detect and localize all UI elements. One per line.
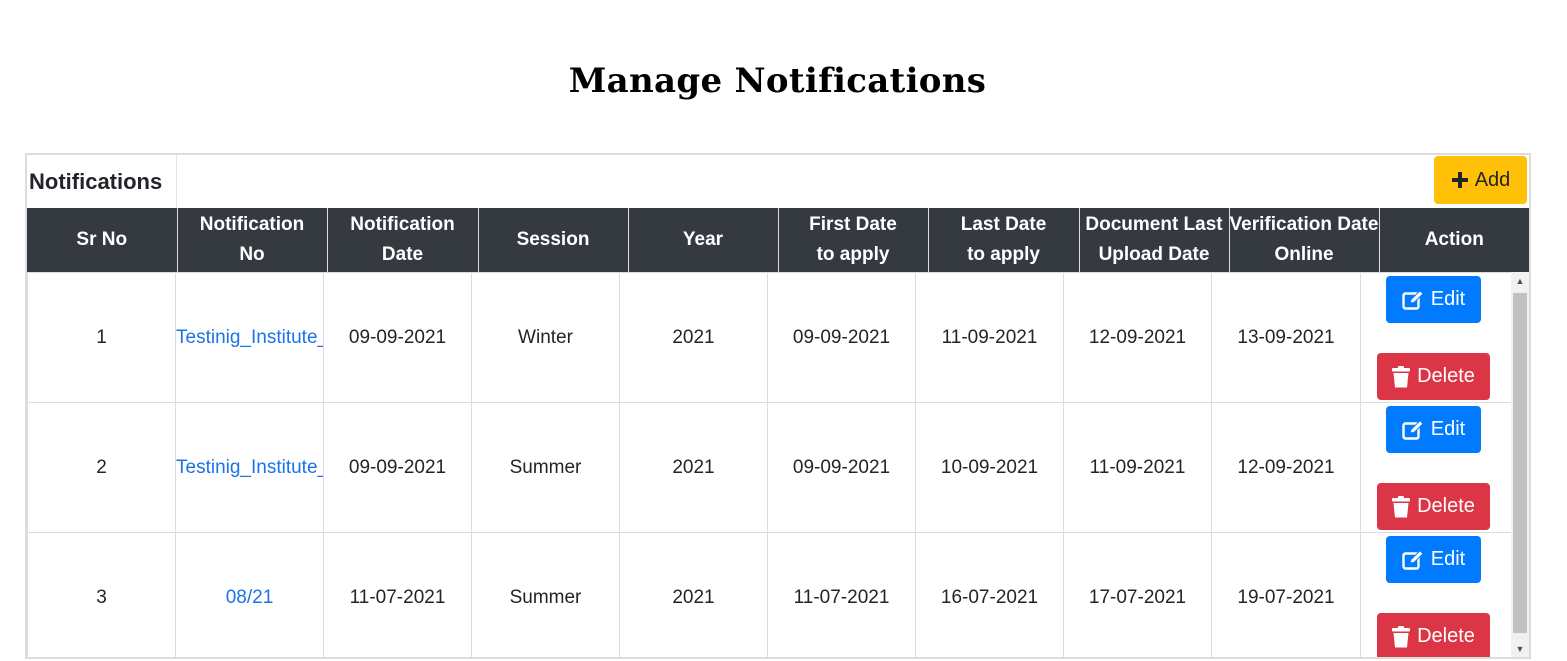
document-upload-date-cell: 17-07-2021	[1063, 532, 1212, 657]
card-header: Notifications Add	[27, 155, 1529, 208]
column-header-label: First Date	[809, 214, 897, 235]
edit-button-label: Edit	[1430, 548, 1466, 570]
column-header-label: Action	[1424, 229, 1484, 250]
column-header-label: No	[239, 244, 265, 265]
year-cell: 2021	[619, 272, 768, 403]
edit-button[interactable]: Edit	[1386, 536, 1481, 583]
document-upload-date-cell: 12-09-2021	[1063, 272, 1212, 403]
session-cell: Summer	[471, 532, 620, 657]
column-header-label: to apply	[967, 244, 1040, 265]
notifications-card: Notifications Add Sr No Notification No Not…	[25, 153, 1531, 659]
column-header-label: Sr No	[76, 229, 128, 250]
scroll-up-arrow-icon[interactable]: ▲	[1515, 275, 1525, 286]
notification-date-cell: 09-09-2021	[323, 272, 472, 403]
last-date-cell: 16-07-2021	[915, 532, 1064, 657]
trash-icon	[1392, 495, 1411, 518]
scroll-down-arrow-icon[interactable]: ▼	[1515, 643, 1525, 654]
action-cell: Edit Delete	[1360, 272, 1512, 403]
scroll-thumb[interactable]	[1513, 293, 1527, 633]
delete-button[interactable]: Delete	[1377, 613, 1490, 657]
column-header: Verification Date Online	[1228, 208, 1379, 272]
last-date-cell: 11-09-2021	[915, 272, 1064, 403]
notification-link[interactable]: Testinig_Institute_2	[176, 326, 324, 348]
column-header-label: Last Date	[960, 214, 1047, 235]
notification-date-cell: 09-09-2021	[323, 402, 472, 533]
edit-icon	[1402, 419, 1424, 440]
first-date-cell: 09-09-2021	[767, 402, 916, 533]
notification-no-cell: Testinig_Institute_1	[175, 402, 324, 533]
edit-button[interactable]: Edit	[1386, 406, 1481, 453]
delete-button[interactable]: Delete	[1377, 483, 1490, 530]
table-body-scroll[interactable]: 1 Testinig_Institute_2 09-09-2021 Winter 202…	[27, 272, 1529, 657]
plus-icon	[1451, 171, 1469, 189]
delete-button-label: Delete	[1417, 625, 1475, 647]
delete-button[interactable]: Delete	[1377, 353, 1490, 400]
column-header: Action	[1378, 208, 1529, 272]
column-header-label: Notification	[350, 214, 455, 235]
column-header-label: Year	[682, 229, 724, 250]
add-button-label: Add	[1474, 168, 1511, 191]
year-cell: 2021	[619, 402, 768, 533]
column-header-label: Online	[1274, 244, 1334, 265]
session-cell: Summer	[471, 402, 620, 533]
notification-no-cell: Testinig_Institute_2	[175, 272, 324, 403]
edit-icon	[1402, 549, 1424, 570]
column-header-label: Document Last	[1085, 214, 1223, 235]
verification-date-cell: 19-07-2021	[1211, 532, 1361, 657]
column-header: Year	[627, 208, 778, 272]
column-header: Sr No	[27, 208, 177, 272]
add-button[interactable]: Add	[1434, 156, 1527, 204]
action-cell: Edit Delete	[1360, 402, 1512, 533]
verification-date-cell: 12-09-2021	[1211, 402, 1361, 533]
document-upload-date-cell: 11-09-2021	[1063, 402, 1212, 533]
column-header: Notification Date	[326, 208, 478, 272]
trash-icon	[1392, 365, 1411, 388]
delete-button-label: Delete	[1417, 365, 1475, 387]
first-date-cell: 09-09-2021	[767, 272, 916, 403]
column-header-label: Session	[516, 229, 590, 250]
edit-button-label: Edit	[1430, 418, 1466, 440]
column-header: First Date to apply	[777, 208, 928, 272]
table-header: Sr No Notification No Notification Date Sessi…	[27, 208, 1529, 272]
edit-button-label: Edit	[1430, 288, 1466, 310]
notification-link[interactable]: 08/21	[225, 586, 274, 608]
column-header-label: to apply	[816, 244, 890, 265]
sr-no-cell: 3	[27, 532, 176, 657]
first-date-cell: 11-07-2021	[767, 532, 916, 657]
vertical-scrollbar[interactable]: ▲ ▼	[1511, 272, 1529, 657]
notifications-table: 1 Testinig_Institute_2 09-09-2021 Winter 202…	[27, 272, 1512, 657]
column-header-label: Verification Date	[1229, 214, 1379, 235]
verification-date-cell: 13-09-2021	[1211, 272, 1361, 403]
delete-button-label: Delete	[1417, 495, 1475, 517]
session-cell: Winter	[471, 272, 620, 403]
sr-no-cell: 2	[27, 402, 176, 533]
notification-date-cell: 11-07-2021	[323, 532, 472, 657]
edit-button[interactable]: Edit	[1386, 276, 1481, 323]
column-header-label: Notification	[199, 214, 305, 235]
column-header: Last Date to apply	[927, 208, 1079, 272]
column-header-label: Date	[381, 244, 424, 265]
column-header: Document Last Upload Date	[1078, 208, 1229, 272]
notification-no-cell: 08/21	[175, 532, 324, 657]
table-row: 3 08/21 11-07-2021 Summer 2021 11-07-2021 16-0…	[27, 532, 1512, 657]
page-title: Manage Notifications	[568, 60, 987, 101]
column-header: Notification No	[176, 208, 327, 272]
last-date-cell: 10-09-2021	[915, 402, 1064, 533]
edit-icon	[1402, 289, 1424, 310]
table-row: 1 Testinig_Institute_2 09-09-2021 Winter 202…	[27, 272, 1512, 403]
sr-no-cell: 1	[27, 272, 176, 403]
trash-icon	[1392, 625, 1411, 648]
notification-link[interactable]: Testinig_Institute_1	[176, 456, 324, 478]
column-header-label: Upload Date	[1098, 244, 1210, 265]
table-row: 2 Testinig_Institute_1 09-09-2021 Summer 202…	[27, 402, 1512, 533]
card-title: Notifications	[27, 155, 177, 208]
column-header: Session	[477, 208, 628, 272]
action-cell: Edit Delete	[1360, 532, 1512, 657]
year-cell: 2021	[619, 532, 768, 657]
